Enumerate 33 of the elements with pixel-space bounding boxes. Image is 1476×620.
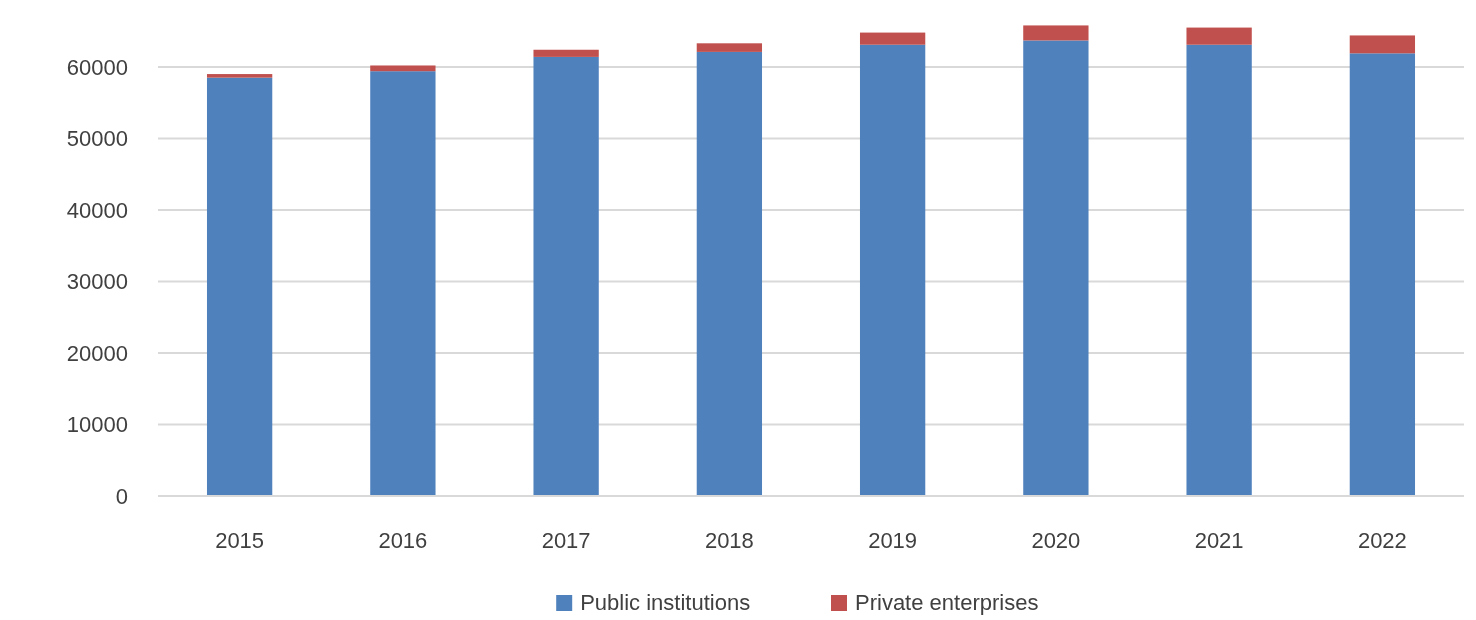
legend-label: Public institutions <box>580 590 751 615</box>
bar <box>206 77 273 496</box>
y-tick-label: 20000 <box>66 340 128 366</box>
bar <box>370 65 436 72</box>
bar <box>206 74 273 78</box>
x-tick-label: 2021 <box>1194 528 1244 553</box>
bar <box>859 44 926 496</box>
y-tick-label: 10000 <box>66 412 128 438</box>
bar <box>696 43 763 52</box>
bar <box>533 49 599 57</box>
bar <box>859 32 926 45</box>
bar <box>533 56 599 496</box>
x-tick-label: 2015 <box>215 528 265 553</box>
bar <box>370 71 436 496</box>
legend-label: Private enterprises <box>855 590 1039 615</box>
x-tick-label: 2018 <box>704 528 754 553</box>
bar <box>1349 53 1416 496</box>
bar <box>1186 44 1252 496</box>
bar <box>1023 40 1089 496</box>
y-tick-label: 60000 <box>66 54 128 80</box>
x-tick-label: 2017 <box>541 528 591 553</box>
y-tick-label: 30000 <box>66 269 128 295</box>
bar <box>1023 25 1089 41</box>
y-tick-label: 0 <box>115 483 128 509</box>
x-tick-label: 2019 <box>868 528 918 553</box>
x-tick-label: 2016 <box>378 528 428 553</box>
bar <box>1349 35 1416 54</box>
bar <box>1186 27 1252 45</box>
x-tick-label: 2022 <box>1357 528 1407 553</box>
y-tick-label: 40000 <box>66 197 128 223</box>
y-tick-label: 50000 <box>66 126 128 152</box>
bar <box>696 51 763 496</box>
x-tick-label: 2020 <box>1031 528 1081 553</box>
